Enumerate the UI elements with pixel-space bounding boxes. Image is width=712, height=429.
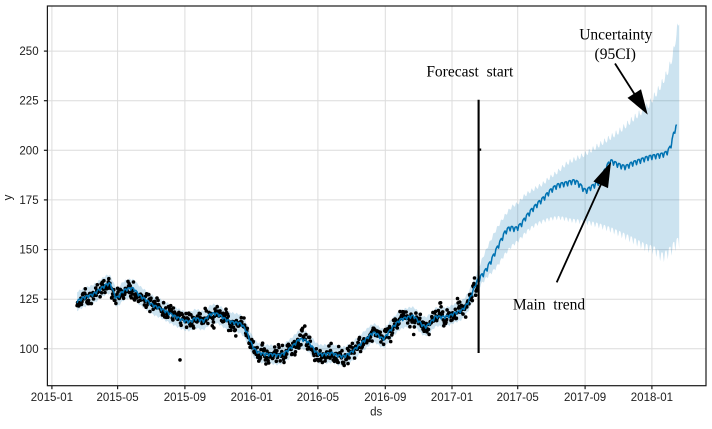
svg-text:Forecast start: Forecast start <box>426 63 514 80</box>
svg-text:2018-01: 2018-01 <box>631 392 673 404</box>
svg-text:2016-01: 2016-01 <box>231 392 273 404</box>
svg-text:250: 250 <box>19 46 38 58</box>
svg-text:2015-09: 2015-09 <box>164 392 206 404</box>
svg-text:2015-05: 2015-05 <box>96 392 138 404</box>
svg-text:Uncertainty: Uncertainty <box>579 27 652 44</box>
svg-text:200: 200 <box>19 145 38 157</box>
svg-text:100: 100 <box>19 344 38 356</box>
svg-text:2017-09: 2017-09 <box>564 392 606 404</box>
svg-text:ds: ds <box>370 407 382 419</box>
svg-text:150: 150 <box>19 245 38 257</box>
svg-text:2017-05: 2017-05 <box>497 392 539 404</box>
svg-text:2015-01: 2015-01 <box>31 392 73 404</box>
svg-text:2016-09: 2016-09 <box>364 392 406 404</box>
svg-text:Main trend: Main trend <box>513 297 586 314</box>
svg-text:2017-01: 2017-01 <box>431 392 473 404</box>
svg-text:225: 225 <box>19 96 38 108</box>
svg-text:y: y <box>3 194 15 200</box>
svg-text:2016-05: 2016-05 <box>297 392 339 404</box>
svg-text:175: 175 <box>19 195 38 207</box>
svg-text:(95CI): (95CI) <box>595 46 636 63</box>
svg-text:125: 125 <box>19 294 38 306</box>
